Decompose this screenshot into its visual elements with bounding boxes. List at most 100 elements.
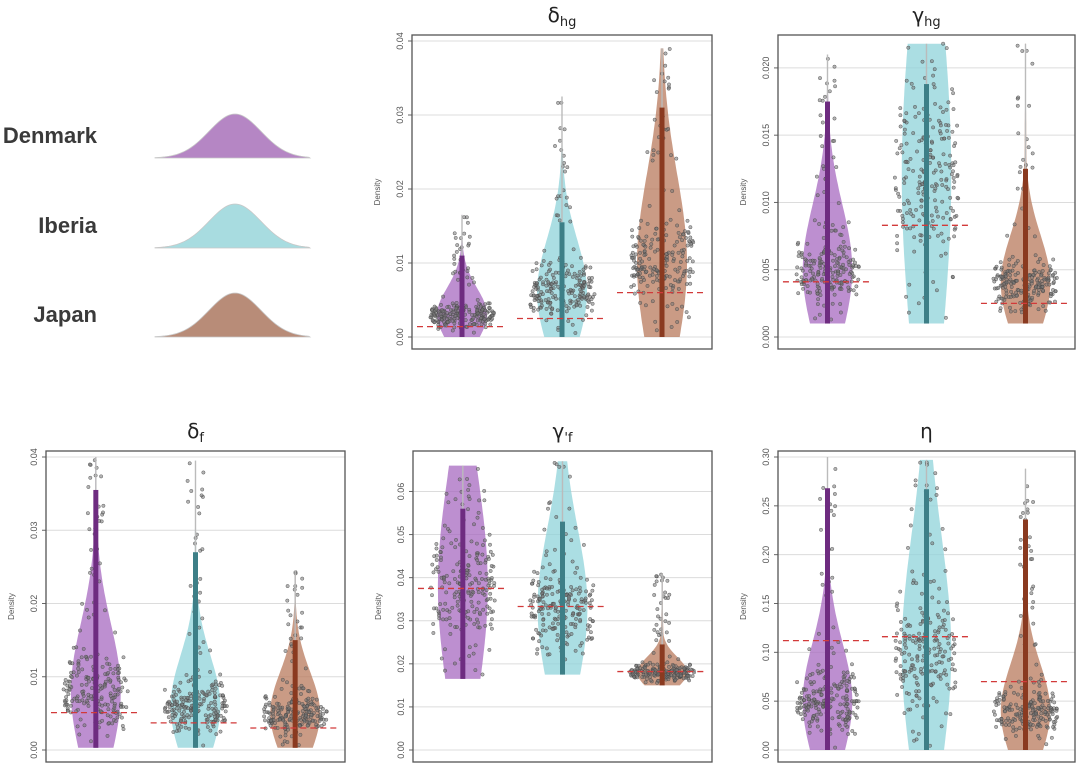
data-point [434,542,439,546]
data-point [476,581,481,586]
data-point [1003,709,1007,714]
data-point [653,249,657,254]
data-point [465,269,470,273]
data-point [690,259,695,264]
data-point [913,105,917,109]
data-point [806,708,810,713]
data-point [278,734,283,739]
data-point [931,696,936,700]
data-point [469,539,474,544]
interval-bar [924,84,929,324]
data-point [1033,234,1037,239]
data-point [850,729,855,733]
data-point [673,278,677,282]
data-point [932,579,936,583]
data-point [278,705,283,710]
data-point [432,304,437,309]
data-point [590,588,595,593]
data-point [1019,686,1024,690]
data-point [482,488,487,493]
data-point [80,689,85,694]
data-point [536,580,541,584]
data-point [541,280,545,285]
data-point [993,699,998,704]
data-point [285,598,290,603]
data-point [939,169,944,174]
data-point [590,636,595,641]
data-point [680,254,685,259]
data-point [830,270,835,275]
data-point [648,245,653,250]
data-point [487,305,491,310]
data-point [455,599,460,604]
data-point [179,725,184,729]
data-point [74,696,79,701]
data-point [280,742,285,747]
data-point [800,717,805,722]
data-point [577,269,582,274]
data-point [831,625,836,630]
data-point [933,629,937,634]
data-point [568,205,572,210]
data-point [804,687,808,692]
data-point [904,645,908,650]
data-point [819,712,823,717]
data-point [917,696,922,701]
data-point [162,706,167,711]
data-point [587,285,591,289]
data-point [485,597,490,602]
data-point [452,253,456,258]
data-point [100,718,105,723]
data-point [1038,257,1042,261]
data-point [176,687,181,692]
data-point [1034,711,1038,716]
data-point [655,607,660,611]
data-point [846,285,851,290]
data-point [654,328,659,333]
data-point [832,484,837,489]
data-point [490,553,495,557]
data-point [1046,278,1050,283]
data-point [553,547,557,552]
data-point [434,546,439,551]
data-point [841,266,846,270]
data-point [1005,233,1010,238]
data-point [832,78,837,83]
data-point [681,274,685,278]
data-point [852,686,857,691]
y-axis-label: Density [739,593,748,620]
data-point [111,684,116,689]
data-point [568,622,573,626]
violin-denmark [782,457,873,750]
data-point [558,138,562,143]
data-point [662,79,667,84]
data-point [578,611,582,616]
data-point [555,638,560,643]
data-point [667,592,672,597]
violin-denmark [417,214,507,337]
data-point [1017,726,1022,730]
data-point [477,625,482,630]
data-point [85,657,90,662]
data-point [801,286,805,291]
data-point [992,279,997,284]
data-point [1046,699,1050,703]
data-point [934,493,939,497]
data-point [642,264,647,269]
data-point [81,647,86,651]
data-point [795,680,799,685]
data-point [554,280,559,285]
data-point [796,710,801,715]
data-point [807,702,811,706]
data-point [478,304,483,309]
data-point [1044,742,1049,747]
data-point [574,587,579,592]
data-point [104,656,109,661]
data-point [491,310,495,315]
data-point [684,310,689,314]
data-point [810,671,815,676]
data-point [675,269,680,274]
data-point [541,594,545,599]
data-point [449,308,453,312]
data-point [671,259,676,263]
